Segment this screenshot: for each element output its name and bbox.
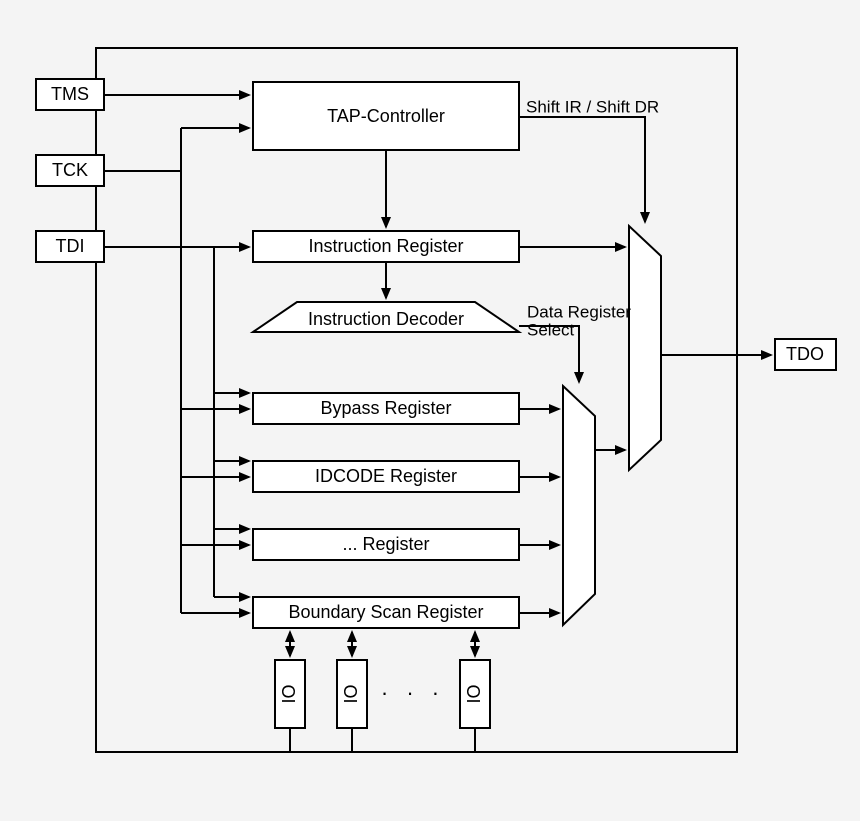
tck-label: TCK — [52, 160, 88, 180]
ellipsis-register-label: ... Register — [342, 534, 429, 554]
idcode-register-label: IDCODE Register — [315, 466, 457, 486]
wire-tap-shift — [519, 117, 645, 222]
io-label-1: IO — [279, 684, 299, 703]
instruction-register-label: Instruction Register — [308, 236, 463, 256]
tdi-label: TDI — [56, 236, 85, 256]
output-mux — [629, 226, 661, 470]
tap-controller-label: TAP-Controller — [327, 106, 445, 126]
bypass-register-label: Bypass Register — [320, 398, 451, 418]
io-label-3: IO — [464, 684, 484, 703]
dr-select-label-1: Data Register — [527, 302, 631, 321]
boundary-scan-register-label: Boundary Scan Register — [288, 602, 483, 622]
dr-select-label-2: Select — [527, 320, 575, 339]
tdo-label: TDO — [786, 344, 824, 364]
wire-tck-bus — [104, 171, 181, 613]
jtag-diagram: TMS TCK TDI TDO TAP-Controller Instructi… — [0, 0, 860, 821]
data-register-mux — [563, 386, 595, 625]
tms-label: TMS — [51, 84, 89, 104]
instruction-decoder-label: Instruction Decoder — [308, 309, 464, 329]
io-label-2: IO — [341, 684, 361, 703]
shift-label: Shift IR / Shift DR — [526, 97, 659, 116]
io-ellipsis: · · · — [381, 680, 445, 705]
